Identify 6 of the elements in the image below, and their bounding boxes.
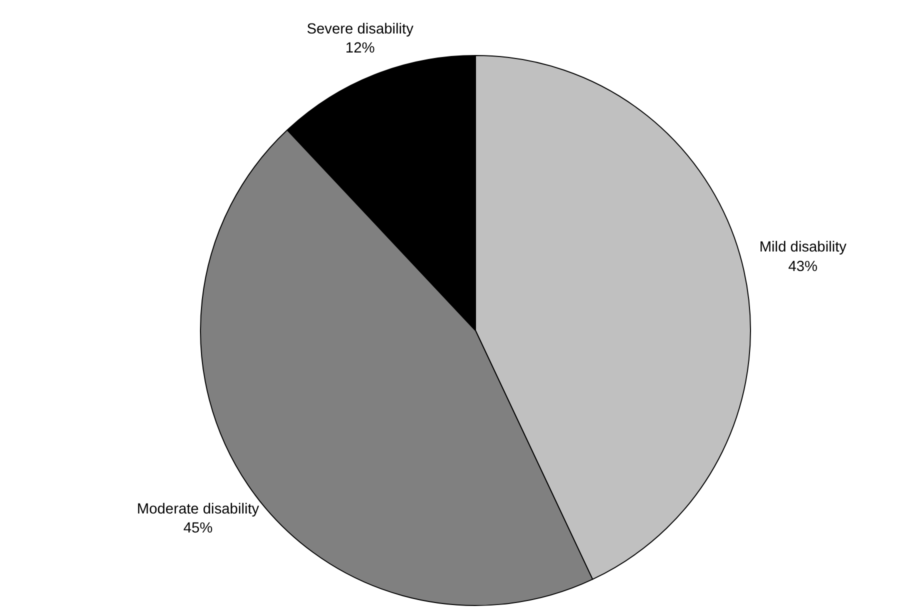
data-label: 12%: [345, 40, 375, 57]
slice-label: Severe disability: [306, 21, 414, 38]
slice-label: Moderate disability: [136, 501, 260, 518]
data-label: 45%: [183, 520, 213, 537]
slice-label: Mild disability: [759, 240, 848, 256]
data-label: 43%: [788, 258, 818, 275]
